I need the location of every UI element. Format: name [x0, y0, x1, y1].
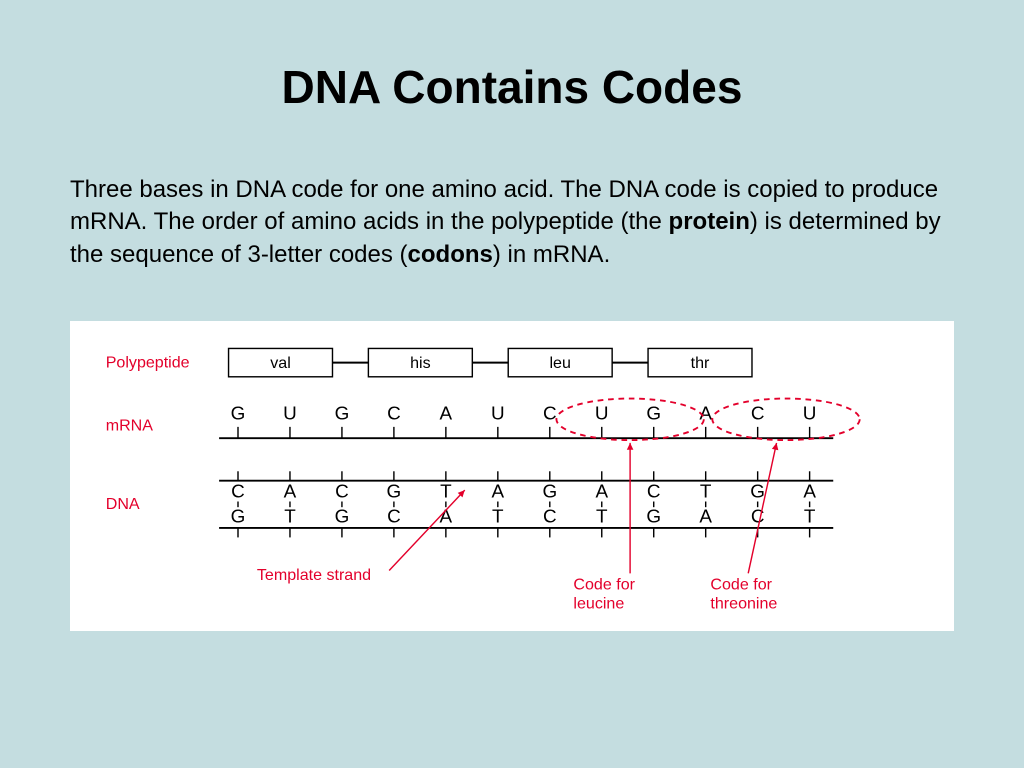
svg-text:T: T [284, 506, 296, 527]
svg-text:T: T [700, 482, 712, 503]
svg-text:C: C [543, 506, 557, 527]
svg-text:G: G [231, 506, 246, 527]
svg-text:U: U [803, 403, 817, 424]
svg-text:A: A [492, 482, 505, 503]
svg-text:G: G [387, 482, 402, 503]
svg-text:C: C [231, 482, 245, 503]
svg-text:leucine: leucine [573, 594, 624, 612]
slide: DNA Contains Codes Three bases in DNA co… [0, 0, 1024, 768]
svg-text:T: T [492, 506, 504, 527]
svg-text:Code for: Code for [573, 576, 635, 594]
svg-text:Template strand: Template strand [257, 566, 371, 584]
svg-text:G: G [542, 482, 557, 503]
body-paragraph: Three bases in DNA code for one amino ac… [60, 174, 964, 271]
svg-text:DNA: DNA [106, 495, 140, 513]
svg-text:C: C [751, 403, 765, 424]
svg-text:T: T [804, 506, 816, 527]
svg-text:T: T [440, 482, 452, 503]
svg-text:G: G [335, 506, 350, 527]
svg-text:mRNA: mRNA [106, 417, 154, 435]
svg-text:threonine: threonine [710, 594, 777, 612]
svg-text:G: G [646, 403, 661, 424]
para-seg-3: ) in mRNA. [493, 241, 610, 268]
svg-text:C: C [387, 403, 401, 424]
para-bold-1: protein [669, 208, 750, 235]
svg-text:A: A [284, 482, 297, 503]
svg-text:thr: thr [691, 354, 710, 372]
svg-text:his: his [410, 354, 431, 372]
dna-diagram: PolypeptidevalhisleuthrmRNAGUGCAUCUGACUD… [70, 321, 954, 631]
svg-text:leu: leu [549, 354, 570, 372]
svg-text:Code for: Code for [710, 576, 772, 594]
slide-title: DNA Contains Codes [60, 60, 964, 114]
svg-text:G: G [646, 506, 661, 527]
svg-text:Polypeptide: Polypeptide [106, 354, 190, 372]
svg-text:U: U [491, 403, 505, 424]
diagram-svg: PolypeptidevalhisleuthrmRNAGUGCAUCUGACUD… [90, 339, 934, 613]
svg-text:A: A [440, 403, 453, 424]
para-bold-2: codons [408, 241, 493, 268]
svg-text:C: C [387, 506, 401, 527]
svg-text:G: G [335, 403, 350, 424]
svg-text:T: T [596, 506, 608, 527]
svg-text:val: val [270, 354, 291, 372]
svg-text:A: A [803, 482, 816, 503]
svg-text:U: U [283, 403, 297, 424]
svg-text:C: C [543, 403, 557, 424]
svg-text:A: A [699, 506, 712, 527]
svg-text:U: U [595, 403, 609, 424]
svg-text:G: G [750, 482, 765, 503]
svg-text:C: C [335, 482, 349, 503]
svg-text:A: A [595, 482, 608, 503]
svg-text:C: C [647, 482, 661, 503]
svg-text:G: G [231, 403, 246, 424]
